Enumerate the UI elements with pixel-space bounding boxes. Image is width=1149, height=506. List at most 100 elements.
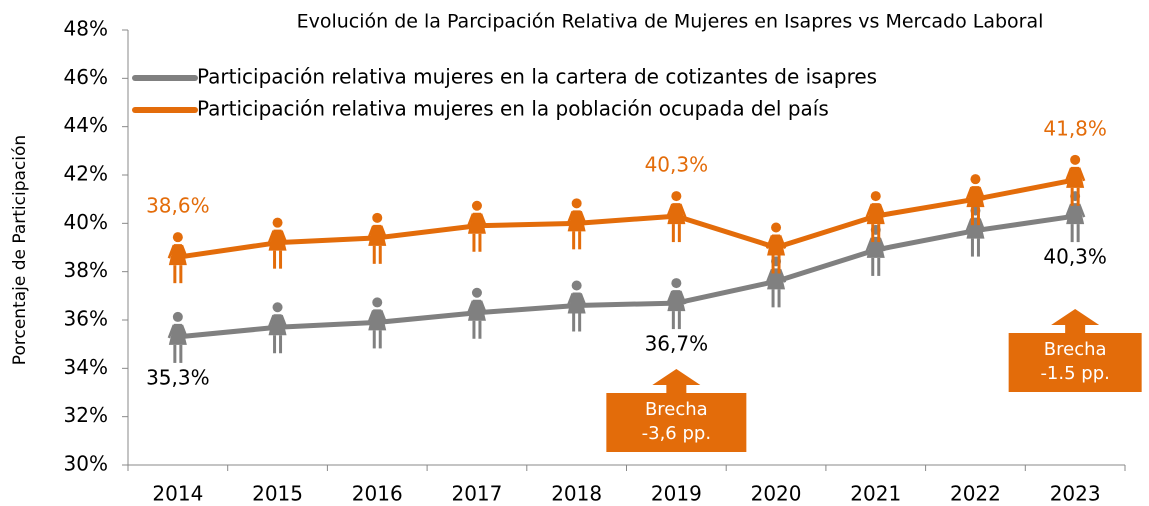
marker-body bbox=[467, 212, 486, 234]
series-line bbox=[177, 177, 1076, 260]
y-tick-label: 32% bbox=[64, 403, 108, 427]
marker-body bbox=[966, 217, 985, 239]
woman-marker bbox=[267, 302, 288, 354]
marker-head bbox=[1070, 154, 1081, 165]
woman-marker bbox=[965, 205, 986, 257]
woman-marker bbox=[965, 174, 986, 226]
marker-body bbox=[268, 314, 287, 336]
marker-arm bbox=[167, 244, 176, 259]
woman-marker bbox=[566, 198, 587, 250]
marker-head bbox=[372, 297, 383, 308]
marker-head bbox=[471, 200, 482, 211]
marker-head bbox=[870, 191, 881, 202]
woman-marker bbox=[466, 200, 488, 252]
marker-arm bbox=[978, 186, 986, 201]
annotation-text: Brecha bbox=[1044, 339, 1107, 360]
marker-body bbox=[667, 203, 686, 225]
annotation-box bbox=[606, 393, 747, 452]
marker-arm bbox=[666, 290, 674, 305]
marker-arm bbox=[466, 300, 475, 315]
marker-head bbox=[671, 278, 682, 289]
marker-arm bbox=[965, 186, 973, 201]
marker-arm bbox=[1064, 167, 1073, 182]
x-tick-label: 2014 bbox=[152, 482, 203, 506]
marker-body bbox=[966, 186, 985, 208]
woman-marker bbox=[765, 222, 787, 274]
marker-body bbox=[168, 244, 187, 266]
marker-arm bbox=[778, 268, 787, 283]
y-tick-label: 44% bbox=[64, 113, 108, 137]
marker-arm bbox=[167, 324, 176, 339]
marker-arm bbox=[679, 203, 687, 218]
marker-arm bbox=[765, 268, 774, 283]
data-label: 36,7% bbox=[645, 332, 709, 356]
marker-body bbox=[767, 234, 786, 256]
marker-arm bbox=[1077, 167, 1086, 182]
marker-body bbox=[368, 309, 387, 331]
annotation-arrow bbox=[652, 369, 701, 393]
y-tick-label: 46% bbox=[64, 65, 108, 89]
marker-body bbox=[567, 292, 586, 314]
marker-arm bbox=[579, 293, 587, 307]
marker-arm bbox=[579, 210, 587, 225]
y-axis-label: Porcentaje de Participación bbox=[10, 135, 30, 365]
marker-arm bbox=[1077, 203, 1086, 218]
x-tick-label: 2018 bbox=[551, 482, 602, 506]
annotation-text: Brecha bbox=[645, 399, 708, 420]
woman-marker bbox=[765, 256, 787, 308]
marker-arm bbox=[380, 225, 388, 240]
x-tick-label: 2022 bbox=[950, 482, 1001, 506]
marker-arm bbox=[666, 203, 674, 218]
marker-arm bbox=[180, 244, 189, 259]
legend-label: Participación relativa mujeres en la car… bbox=[197, 65, 877, 89]
marker-head bbox=[372, 212, 383, 223]
y-tick-label: 36% bbox=[64, 307, 108, 331]
marker-arm bbox=[267, 314, 275, 329]
chart-title: Evolución de la Parcipación Relativa de … bbox=[297, 11, 1044, 33]
data-label: 41,8% bbox=[1043, 116, 1107, 140]
x-tick-label: 2019 bbox=[651, 482, 702, 506]
annotation-box bbox=[1008, 333, 1142, 392]
woman-marker bbox=[566, 280, 587, 332]
y-tick-label: 30% bbox=[64, 452, 108, 476]
x-tick-label: 2023 bbox=[1050, 482, 1101, 506]
y-tick-label: 34% bbox=[64, 355, 108, 379]
marker-body bbox=[1066, 166, 1085, 188]
marker-body bbox=[866, 203, 885, 225]
marker-head bbox=[272, 217, 283, 228]
marker-arm bbox=[878, 237, 886, 252]
marker-arm bbox=[479, 213, 488, 228]
marker-body bbox=[268, 229, 287, 251]
marker-arm bbox=[267, 230, 275, 245]
data-label: 35,3% bbox=[146, 365, 210, 389]
y-tick-label: 42% bbox=[64, 162, 108, 186]
marker-body bbox=[866, 236, 885, 258]
marker-arm bbox=[380, 309, 388, 324]
woman-marker bbox=[466, 287, 488, 339]
woman-marker bbox=[1064, 154, 1086, 206]
marker-arm bbox=[865, 237, 873, 252]
data-label: 40,3% bbox=[1043, 245, 1107, 269]
marker-head bbox=[172, 232, 183, 243]
y-tick-label: 40% bbox=[64, 210, 108, 234]
woman-marker bbox=[865, 224, 886, 276]
x-tick-label: 2020 bbox=[751, 482, 802, 506]
marker-arm bbox=[280, 314, 288, 329]
marker-head bbox=[272, 302, 283, 313]
woman-marker bbox=[367, 212, 388, 264]
x-tick-label: 2021 bbox=[850, 482, 901, 506]
woman-marker bbox=[865, 191, 886, 243]
x-tick-label: 2016 bbox=[352, 482, 403, 506]
marker-head bbox=[571, 198, 582, 209]
marker-arm bbox=[679, 290, 687, 305]
marker-body bbox=[567, 210, 586, 232]
y-tick-label: 38% bbox=[64, 258, 108, 282]
marker-body bbox=[168, 323, 187, 345]
woman-marker bbox=[367, 297, 388, 349]
y-tick-label: 48% bbox=[64, 17, 108, 41]
marker-arm bbox=[965, 218, 973, 233]
woman-marker bbox=[666, 191, 687, 243]
x-tick-label: 2017 bbox=[451, 482, 502, 506]
woman-marker bbox=[167, 232, 189, 284]
